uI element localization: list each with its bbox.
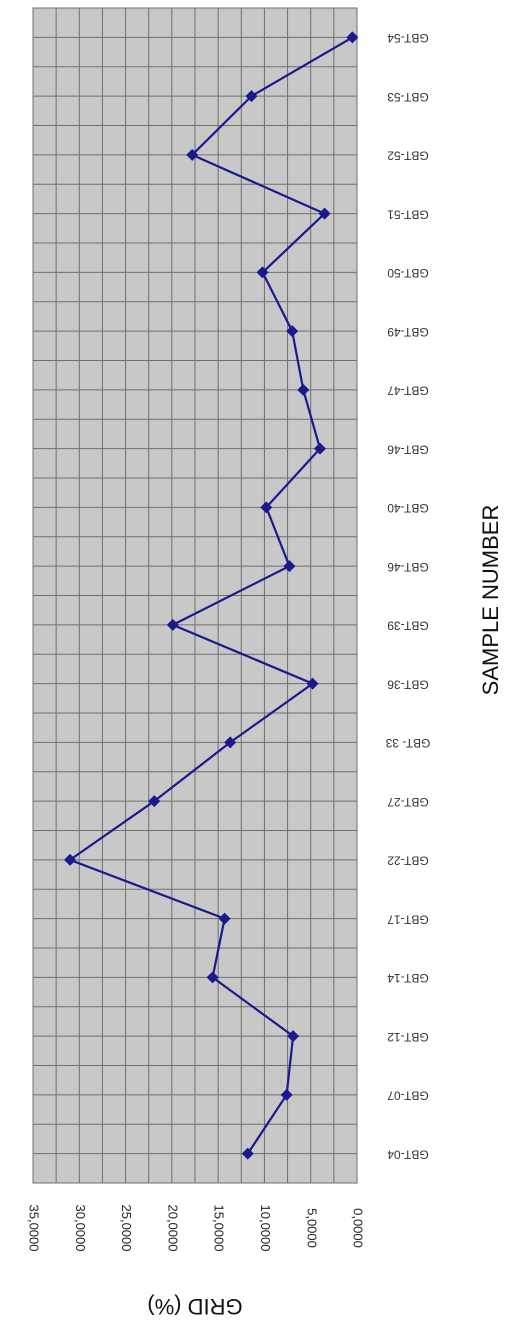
data-point xyxy=(346,31,359,44)
x-tick-label: GBT-14 xyxy=(387,971,429,985)
x-tick-label: GBT-49 xyxy=(387,325,429,339)
data-point xyxy=(166,618,179,631)
x-tick-label: GBT-50 xyxy=(387,266,429,280)
x-tick-label: GBT-52 xyxy=(387,149,429,163)
category-axis-ticks: GBT-04 GBT-07 GBT-12 GBT-14 GBT-17 GBT-22 GBT-… xyxy=(385,31,430,1161)
data-point xyxy=(280,1088,293,1101)
x-tick-label: GBT-46 xyxy=(387,560,429,574)
y-tick-label: 35,0000 xyxy=(27,1205,42,1252)
data-point xyxy=(256,266,269,279)
data-point xyxy=(286,325,299,338)
data-point xyxy=(224,736,237,749)
x-tick-label: GBT-36 xyxy=(387,677,429,691)
value-axis-ticks: 35,0000 30,0000 25,0000 20,0000 15,0000 10,00… xyxy=(27,1205,366,1252)
data-point xyxy=(206,971,219,984)
x-tick-label: GBT-54 xyxy=(387,31,429,45)
data-point xyxy=(64,853,77,866)
y-tick-label: 15,0000 xyxy=(212,1205,227,1252)
x-tick-label: GBT-39 xyxy=(387,619,429,633)
data-point xyxy=(318,207,331,220)
data-point xyxy=(245,90,258,103)
x-tick-label: GBT- 33 xyxy=(385,736,430,750)
data-point xyxy=(313,442,326,455)
data-point xyxy=(283,560,296,573)
x-tick-label: GBT-46 xyxy=(387,442,429,456)
y-tick-label: 30,0000 xyxy=(73,1205,88,1252)
x-tick-label: GBT-40 xyxy=(387,501,429,515)
y-tick-label: 25,0000 xyxy=(119,1205,134,1252)
data-series xyxy=(64,31,359,1160)
data-point xyxy=(241,1147,254,1160)
data-point xyxy=(260,501,273,514)
x-tick-label: GBT-04 xyxy=(387,1147,429,1161)
grid-lines xyxy=(32,7,358,1184)
x-tick-label: GBT-47 xyxy=(387,384,429,398)
data-point xyxy=(218,912,231,925)
x-tick-label: GBT-51 xyxy=(387,207,429,221)
x-axis-title: SAMPLE NUMBER xyxy=(478,505,503,696)
data-point xyxy=(186,148,199,161)
data-point xyxy=(287,1030,300,1043)
x-tick-label: GBT-53 xyxy=(387,90,429,104)
x-tick-label: GBT-22 xyxy=(387,854,429,868)
y-tick-label: 10,0000 xyxy=(258,1205,273,1252)
x-tick-label: GBT-17 xyxy=(387,912,429,926)
data-point xyxy=(297,383,310,396)
y-axis-title: GRID (%) xyxy=(147,1294,242,1319)
y-tick-label: 20,0000 xyxy=(165,1205,180,1252)
x-tick-label: GBT-12 xyxy=(387,1030,429,1044)
x-tick-label: GBT-07 xyxy=(387,1089,429,1103)
data-point xyxy=(148,795,161,808)
x-tick-label: GBT-27 xyxy=(387,795,429,809)
series-line xyxy=(68,36,353,1155)
data-point xyxy=(306,677,319,690)
y-tick-label: 5,0000 xyxy=(304,1208,319,1248)
y-tick-label: 0,0000 xyxy=(351,1208,366,1248)
